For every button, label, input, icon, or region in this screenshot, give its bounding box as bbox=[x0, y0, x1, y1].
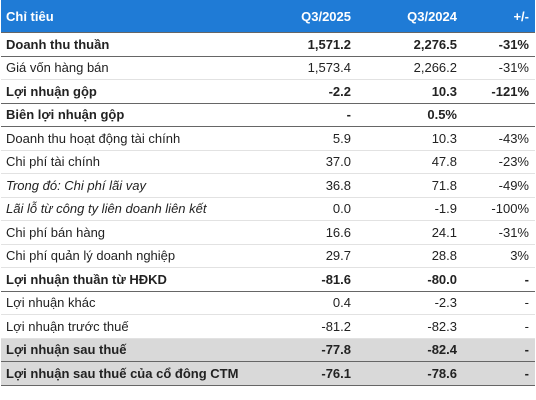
value-cell: -31% bbox=[463, 32, 535, 57]
table-row: Trong đó: Chi phí lãi vay 36.8 71.8 -49% bbox=[1, 173, 535, 198]
value-cell: -2.3 bbox=[357, 291, 463, 315]
value-cell: 36.8 bbox=[271, 173, 357, 198]
row-label: Lợi nhuận sau thuế bbox=[1, 337, 271, 362]
value-cell: 24.1 bbox=[357, 220, 463, 245]
value-cell: 16.6 bbox=[271, 220, 357, 245]
value-cell: 47.8 bbox=[357, 150, 463, 174]
value-cell: 0.0 bbox=[271, 197, 357, 221]
table-row: Lợi nhuận sau thuế -77.8 -82.4- bbox=[1, 337, 535, 362]
table-row: Biên lợi nhuận gộp -0.5% bbox=[1, 102, 535, 127]
value-cell: 10.3 bbox=[357, 126, 463, 151]
value-cell: -82.4 bbox=[357, 337, 463, 362]
value-cell: 71.8 bbox=[357, 173, 463, 198]
row-label: Doanh thu thuần bbox=[1, 32, 271, 57]
value-cell: 28.8 bbox=[357, 244, 463, 268]
row-label: Giá vốn hàng bán bbox=[1, 56, 271, 80]
value-cell: 1,573.4 bbox=[271, 56, 357, 80]
financial-table: Chỉ tiêu Q3/2025 Q3/2024 +/- Doanh thu thuầ… bbox=[1, 0, 535, 386]
row-label: Lợi nhuận sau thuế của cổ đông CTM bbox=[1, 361, 271, 386]
value-cell: 29.7 bbox=[271, 244, 357, 268]
value-cell: 1,571.2 bbox=[271, 32, 357, 57]
value-cell: -23% bbox=[463, 150, 535, 174]
value-cell: -77.8 bbox=[271, 337, 357, 362]
table-row: Doanh thu thuần 1,571.2 2,276.5 -31% bbox=[1, 32, 535, 57]
value-cell: 2,276.5 bbox=[357, 32, 463, 57]
value-cell: 5.9 bbox=[271, 126, 357, 151]
row-label: Chi phí bán hàng bbox=[1, 220, 271, 245]
value-cell: 3% bbox=[463, 244, 535, 268]
value-cell: -2.2 bbox=[271, 79, 357, 104]
row-label: Lợi nhuận thuần từ HĐKD bbox=[1, 267, 271, 292]
table-row: Doanh thu hoạt động tài chính 5.9 10.3 -43% bbox=[1, 126, 535, 151]
value-cell: -81.6 bbox=[271, 267, 357, 292]
row-label: Chi phí tài chính bbox=[1, 150, 271, 174]
table-row: Giá vốn hàng bán 1,573.4 2,266.2 -31% bbox=[1, 56, 535, 80]
value-cell: - bbox=[271, 102, 357, 127]
table-row: Chi phí quản lý doanh nghiệp 29.7 28.8 3% bbox=[1, 244, 535, 268]
value-cell: - bbox=[463, 337, 535, 362]
value-cell: -31% bbox=[463, 56, 535, 80]
row-label: Lợi nhuận khác bbox=[1, 291, 271, 315]
table-row: Lãi lỗ từ công ty liên doanh liên kết 0.0… bbox=[1, 197, 535, 221]
value-cell: - bbox=[463, 361, 535, 386]
value-cell: - bbox=[463, 291, 535, 315]
table-row: Chi phí bán hàng 16.6 24.1 -31% bbox=[1, 220, 535, 245]
value-cell: - bbox=[463, 314, 535, 339]
value-cell: -49% bbox=[463, 173, 535, 198]
header-cell: Q3/2025 bbox=[271, 0, 357, 33]
table-row: Lợi nhuận khác 0.4 -2.3- bbox=[1, 291, 535, 315]
value-cell: 2,266.2 bbox=[357, 56, 463, 80]
value-cell: -81.2 bbox=[271, 314, 357, 339]
value-cell: -31% bbox=[463, 220, 535, 245]
value-cell: 0.4 bbox=[271, 291, 357, 315]
header-cell: +/- bbox=[463, 0, 535, 33]
value-cell: -78.6 bbox=[357, 361, 463, 386]
value-cell: 10.3 bbox=[357, 79, 463, 104]
row-label: Lợi nhuận gộp bbox=[1, 79, 271, 104]
header-cell: Q3/2024 bbox=[357, 0, 463, 33]
table-row: Lợi nhuận thuần từ HĐKD -81.6 -80.0- bbox=[1, 267, 535, 292]
value-cell: -100% bbox=[463, 197, 535, 221]
row-label: Lợi nhuận trước thuế bbox=[1, 314, 271, 339]
table-row: Lợi nhuận gộp -2.2 10.3 -121% bbox=[1, 79, 535, 104]
value-cell: -82.3 bbox=[357, 314, 463, 339]
value-cell: -43% bbox=[463, 126, 535, 151]
value-cell: - bbox=[463, 267, 535, 292]
value-cell: -1.9 bbox=[357, 197, 463, 221]
value-cell: 0.5% bbox=[357, 102, 463, 127]
row-label: Chi phí quản lý doanh nghiệp bbox=[1, 244, 271, 268]
table-row: Lợi nhuận sau thuế của cổ đông CTM -76.1-… bbox=[1, 361, 535, 386]
value-cell: -80.0 bbox=[357, 267, 463, 292]
table-row: Chi phí tài chính 37.0 47.8 -23% bbox=[1, 150, 535, 174]
table-row: Lợi nhuận trước thuế -81.2 -82.3- bbox=[1, 314, 535, 339]
header-row: Chỉ tiêu Q3/2025 Q3/2024 +/- bbox=[1, 0, 535, 33]
header-cell: Chỉ tiêu bbox=[1, 0, 271, 33]
row-label: Trong đó: Chi phí lãi vay bbox=[1, 173, 271, 198]
value-cell: -121% bbox=[463, 79, 535, 104]
table-body: Doanh thu thuần 1,571.2 2,276.5 -31% Giá vốn… bbox=[1, 32, 535, 386]
row-label: Doanh thu hoạt động tài chính bbox=[1, 126, 271, 151]
row-label: Biên lợi nhuận gộp bbox=[1, 102, 271, 127]
value-cell: -76.1 bbox=[271, 361, 357, 386]
value-cell: 37.0 bbox=[271, 150, 357, 174]
value-cell bbox=[463, 102, 535, 127]
row-label: Lãi lỗ từ công ty liên doanh liên kết bbox=[1, 197, 271, 221]
